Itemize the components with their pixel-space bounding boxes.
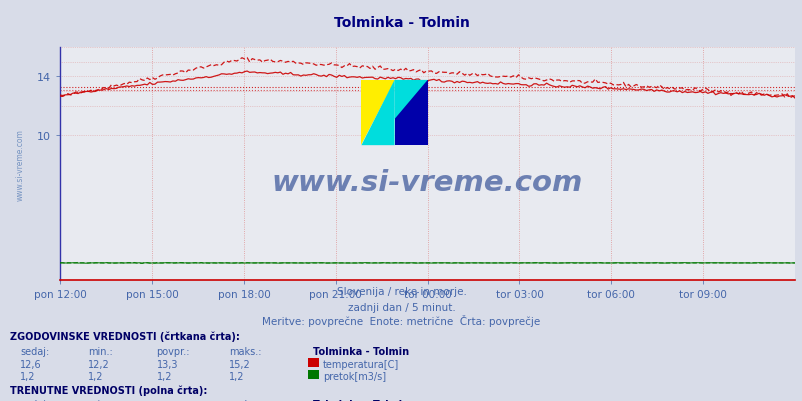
Text: maks.:: maks.: xyxy=(229,399,261,401)
Polygon shape xyxy=(361,81,394,146)
Text: Meritve: povprečne  Enote: metrične  Črta: povprečje: Meritve: povprečne Enote: metrične Črta:… xyxy=(262,314,540,326)
Text: povpr.:: povpr.: xyxy=(156,346,190,356)
Text: www.si-vreme.com: www.si-vreme.com xyxy=(15,129,24,200)
Text: sedaj:: sedaj: xyxy=(20,346,49,356)
Text: Slovenija / reke in morje.: Slovenija / reke in morje. xyxy=(336,287,466,297)
Text: 1,2: 1,2 xyxy=(20,371,35,381)
Bar xyxy=(394,81,427,146)
Text: 1,2: 1,2 xyxy=(156,371,172,381)
Text: TRENUTNE VREDNOSTI (polna črta):: TRENUTNE VREDNOSTI (polna črta): xyxy=(10,385,207,395)
Text: min.:: min.: xyxy=(88,399,113,401)
Text: Tolminka - Tolmin: Tolminka - Tolmin xyxy=(333,16,469,30)
Text: temperatura[C]: temperatura[C] xyxy=(322,359,399,369)
Text: www.si-vreme.com: www.si-vreme.com xyxy=(272,169,582,197)
Text: Tolminka - Tolmin: Tolminka - Tolmin xyxy=(313,346,409,356)
Polygon shape xyxy=(361,81,394,146)
Text: ZGODOVINSKE VREDNOSTI (črtkana črta):: ZGODOVINSKE VREDNOSTI (črtkana črta): xyxy=(10,330,239,341)
Polygon shape xyxy=(394,81,427,120)
Text: Tolminka - Tolmin: Tolminka - Tolmin xyxy=(313,399,409,401)
Text: povpr.:: povpr.: xyxy=(156,399,190,401)
Text: sedaj:: sedaj: xyxy=(20,399,49,401)
Text: pretok[m3/s]: pretok[m3/s] xyxy=(322,371,386,381)
Text: 12,2: 12,2 xyxy=(88,359,110,369)
Text: 1,2: 1,2 xyxy=(88,371,103,381)
Text: 15,2: 15,2 xyxy=(229,359,250,369)
Text: 12,6: 12,6 xyxy=(20,359,42,369)
Text: zadnji dan / 5 minut.: zadnji dan / 5 minut. xyxy=(347,302,455,312)
Text: 13,3: 13,3 xyxy=(156,359,178,369)
Text: maks.:: maks.: xyxy=(229,346,261,356)
Text: 1,2: 1,2 xyxy=(229,371,244,381)
Text: min.:: min.: xyxy=(88,346,113,356)
